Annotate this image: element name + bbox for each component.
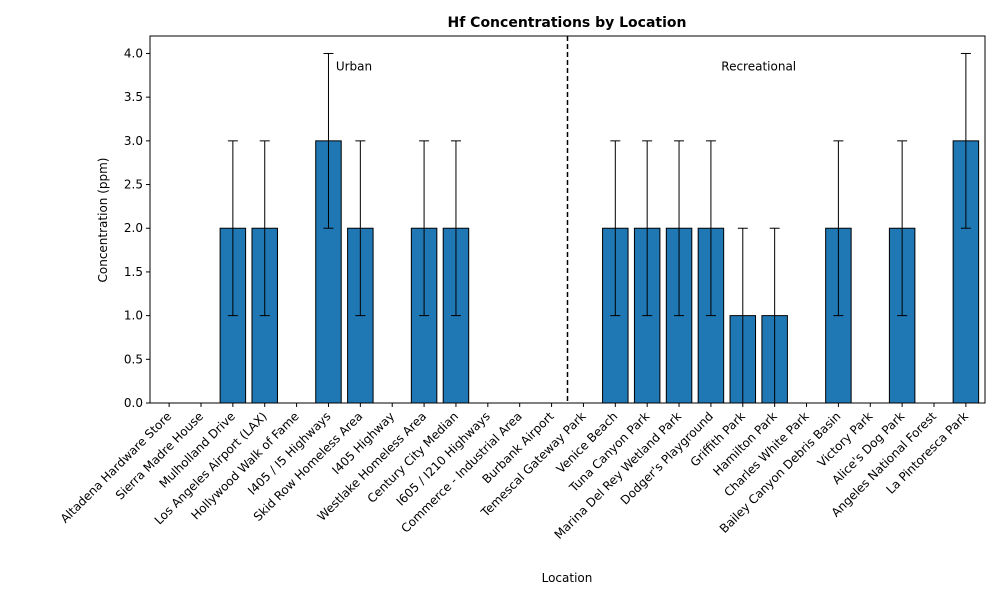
y-tick-label: 2.0 (124, 221, 143, 235)
group-annotation: Urban (336, 60, 372, 74)
y-tick-label: 3.0 (124, 134, 143, 148)
y-tick-label: 2.5 (124, 178, 143, 192)
y-tick-label: 0.5 (124, 352, 143, 366)
y-tick-label: 1.0 (124, 309, 143, 323)
y-tick-label: 4.0 (124, 46, 143, 60)
plot-area: Urban Recreational 0.0 0.5 1.0 1.5 2.0 2.5 3.0 3.… (58, 35, 986, 542)
group-annotation: Recreational (721, 60, 796, 74)
y-tick-label: 0.0 (124, 396, 143, 410)
axes-frame (149, 35, 986, 404)
x-axis-label: Location (542, 571, 593, 585)
y-tick-label: 1.5 (124, 265, 143, 279)
y-axis-label: Concentration (ppm) (96, 158, 110, 283)
y-tick-label: 3.5 (124, 90, 143, 104)
chart-title: Hf Concentrations by Location (447, 15, 686, 31)
